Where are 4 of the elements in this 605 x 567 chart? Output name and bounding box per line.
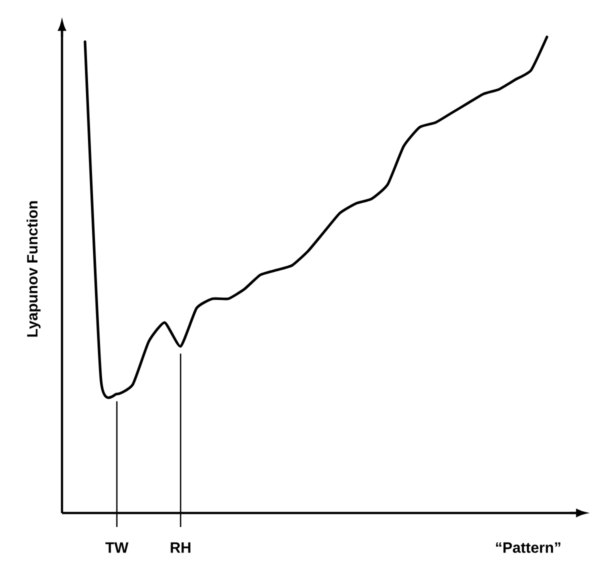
x-tick-label: TW xyxy=(105,542,128,553)
y-axis-title: Lyapunov Function xyxy=(26,201,41,337)
x-axis-title: “Pattern” xyxy=(496,542,560,553)
x-tick-label: RH xyxy=(170,542,190,553)
